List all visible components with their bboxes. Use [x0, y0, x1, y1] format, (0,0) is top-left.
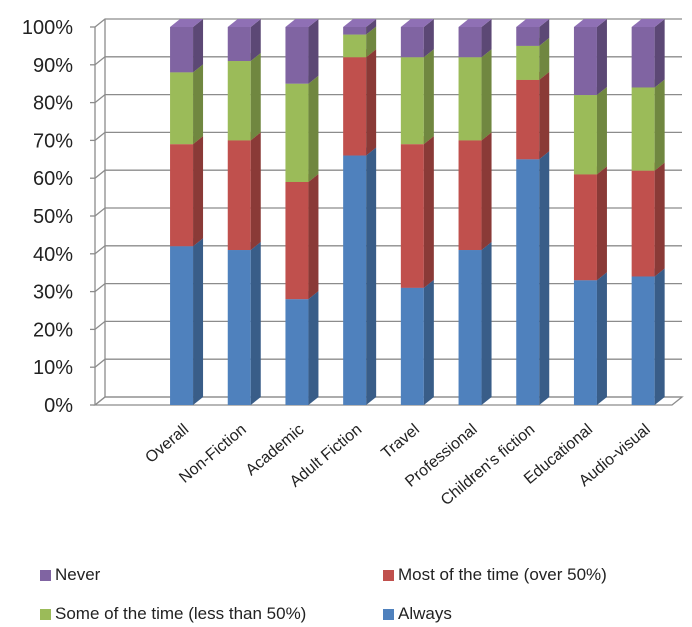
bar-segment [170, 64, 204, 145]
bar-segment [458, 49, 492, 141]
bar-segment [400, 49, 434, 145]
y-tick-label: 40% [33, 244, 73, 266]
legend-swatch-some [40, 608, 51, 620]
bar-segment [227, 132, 261, 251]
y-tick-label: 20% [33, 319, 73, 341]
bar-segment [285, 291, 319, 405]
bar-segment [343, 19, 377, 35]
y-tick-labels: 0% 10% 20% 30% 40% 50% 60% 70% 80% 90% 100% [22, 17, 73, 417]
legend-always: Always [383, 604, 452, 624]
bar-segment [227, 242, 261, 405]
bar-segment [285, 173, 319, 300]
bar-segment [516, 19, 550, 46]
bar-segment [343, 147, 377, 405]
bar-segment [458, 19, 492, 58]
bar-segment [631, 79, 665, 171]
bar-segment [285, 75, 319, 182]
legend-most: Most of the time (over 50%) [383, 565, 607, 585]
bar-segment [227, 19, 261, 62]
bar-segment [400, 19, 434, 58]
y-tick-label: 70% [33, 130, 73, 152]
bar-segment [516, 71, 550, 160]
y-tick-label: 0% [44, 395, 73, 417]
bar-segment [343, 49, 377, 156]
legend-label-some: Some of the time (less than 50%) [55, 604, 307, 623]
legend-label-never: Never [55, 565, 101, 584]
bar-segment [227, 53, 261, 141]
bar-segment [573, 87, 607, 175]
bar-segment [631, 162, 665, 277]
y-tick-label: 30% [33, 282, 73, 304]
bar-segment [285, 19, 319, 84]
legend-swatch-never [40, 569, 51, 581]
bar-segment [516, 151, 550, 405]
bar-segment [573, 19, 607, 96]
bar-segment [458, 132, 492, 251]
legend-swatch-always [383, 608, 394, 620]
y-tick-label: 60% [33, 168, 73, 190]
legend-never: Never [40, 565, 100, 585]
y-tick-label: 90% [33, 55, 73, 77]
bar-segment [573, 166, 607, 281]
bar-segment [170, 238, 204, 405]
bar-segment [170, 19, 204, 73]
legend-label-always: Always [398, 604, 452, 623]
bar-segment [400, 279, 434, 405]
y-tick-label: 10% [33, 357, 73, 379]
bar-segment [631, 19, 665, 88]
x-tick-label: Overall [142, 421, 192, 467]
legend-swatch-most [383, 569, 394, 581]
legend-label-most: Most of the time (over 50%) [398, 565, 607, 584]
bars [170, 19, 665, 405]
bar-segment [400, 136, 434, 288]
bar-segment [573, 272, 607, 405]
x-tick-label: Travel [378, 421, 423, 462]
legend-some: Some of the time (less than 50%) [40, 604, 306, 624]
y-tick-label: 50% [33, 206, 73, 228]
y-tick-label: 80% [33, 93, 73, 115]
y-tick-label: 100% [22, 17, 73, 39]
bar-segment [170, 136, 204, 247]
bar-segment [631, 268, 665, 405]
bar-segment [458, 242, 492, 405]
